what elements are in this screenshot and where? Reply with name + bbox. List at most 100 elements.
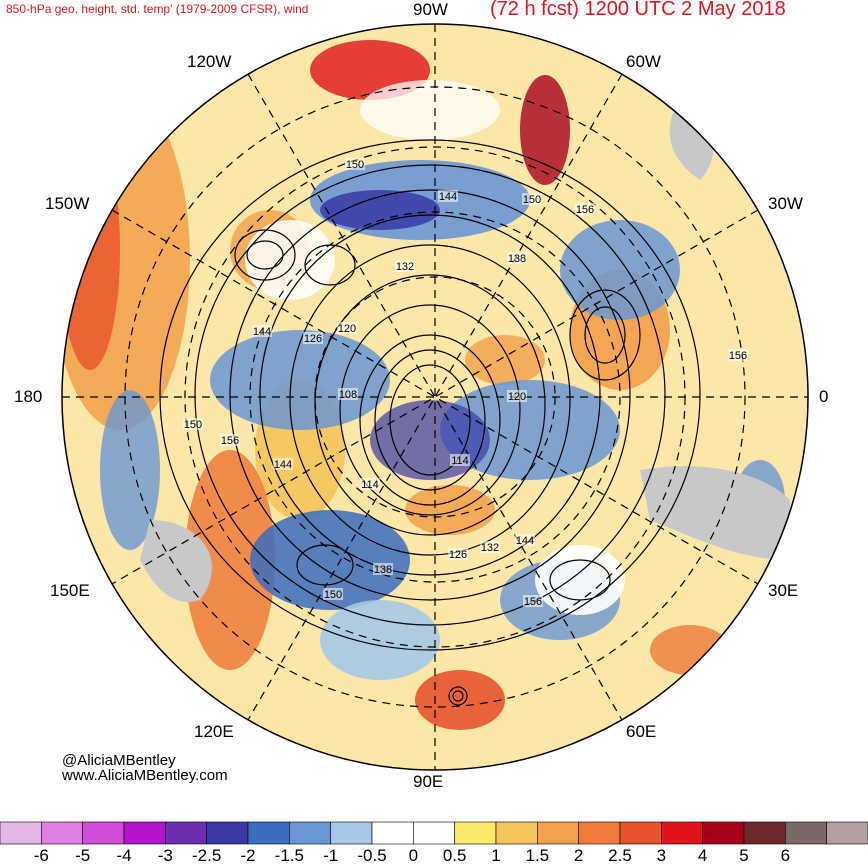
lon-label-90w: 90W (413, 0, 448, 19)
colorbar-tick-label: 3 (656, 846, 667, 865)
colorbar-swatch (165, 821, 207, 845)
contour-label: 156 (729, 350, 747, 362)
contour-label-bg (373, 563, 393, 575)
lon-label-150e: 150E (50, 581, 90, 600)
contour-label: 156 (524, 596, 542, 608)
colorbar-swatch (41, 821, 83, 845)
contour-label: 144 (439, 191, 457, 203)
colorbar-tick-label: 2 (573, 846, 584, 865)
colorbar-tick-label: -3 (157, 846, 173, 865)
contour-label-bg (507, 252, 527, 264)
colorbar-swatch (123, 821, 166, 845)
colorbar-swatch (537, 821, 579, 845)
colorbar-swatch (371, 821, 414, 845)
colorbar-tick-label: 0.5 (442, 846, 467, 865)
lon-label-120e: 120E (194, 722, 234, 741)
colorbar-tick-label: -5 (75, 846, 91, 865)
lon-label-30e: 30E (768, 581, 799, 600)
colorbar-tick-label: -2.5 (192, 846, 222, 865)
contour-label: 150 (184, 419, 202, 431)
colorbar-swatch (578, 821, 621, 845)
colorbar-swatch (661, 821, 703, 845)
colorbar-tick-label: 1 (491, 846, 501, 865)
contour-label: 156 (576, 204, 594, 216)
colorbar-swatch (206, 821, 249, 845)
lon-label-90e: 90E (413, 772, 444, 791)
colorbar-tick-label: 1.5 (525, 846, 550, 865)
contour-label: 132 (396, 261, 414, 273)
colorbar (0, 821, 868, 845)
contour-label-bg (220, 434, 240, 446)
contour-label-bg (252, 325, 272, 337)
colorbar-swatch (826, 821, 868, 845)
contour-label-bg (395, 260, 415, 272)
contour-label: 120 (508, 391, 526, 403)
colorbar-swatch (702, 821, 745, 845)
contour-labels: 150 144 150 156 138 132 144 126 120 108 120 150 156 1… (183, 158, 748, 608)
colorbar-tick-label: 4 (697, 846, 708, 865)
contour-label: 144 (516, 535, 534, 547)
lon-label-30w: 30W (768, 194, 803, 213)
contour-label-bg (728, 349, 748, 361)
graticule (62, 24, 808, 770)
height-contours (159, 139, 701, 706)
colorbar-tick-label: -4 (116, 846, 132, 865)
contour-label-bg (448, 548, 468, 560)
contour-label-bg (480, 541, 500, 553)
contour-label-bg (438, 190, 458, 202)
contour-label: 144 (253, 326, 271, 338)
contour-label-bg (183, 418, 203, 430)
polar-map: 150 144 150 156 138 132 144 126 120 108 120 150 156 1… (61, 23, 809, 771)
contour-label-bg (575, 203, 595, 215)
credit-handle: @AliciaMBentley (62, 752, 176, 769)
contour-label-bg (338, 388, 358, 400)
contour-label-bg (337, 322, 357, 334)
contour-label: 144 (274, 459, 292, 471)
colorbar-tick-label: -0.5 (357, 846, 387, 865)
contour-label: 156 (221, 435, 239, 447)
colorbar-tick-label: -2 (240, 846, 256, 865)
contour-label: 138 (374, 564, 392, 576)
colorbar-swatch (330, 821, 373, 845)
contour-label: 150 (346, 159, 364, 171)
colorbar-swatch (454, 821, 497, 845)
contour-label-bg (507, 390, 527, 402)
lon-label-120w: 120W (187, 52, 232, 71)
colorbar-tick-label: 2.5 (608, 846, 632, 865)
forecast-time: (72 h fcst) 1200 UTC 2 May 2018 (490, 0, 786, 20)
map-boundary (61, 23, 809, 771)
contour-label-bg (515, 534, 535, 546)
contour-label: 150 (523, 194, 541, 206)
contour-label: 126 (449, 549, 467, 561)
credit-website: www.AliciaMBentley.com (62, 767, 228, 784)
contour-label: 138 (508, 253, 526, 265)
contour-label-bg (450, 454, 470, 466)
contour-label-bg (345, 158, 365, 170)
contour-label: 150 (324, 589, 342, 601)
lon-label-0: 0 (819, 387, 829, 406)
lon-label-60w: 60W (626, 52, 661, 71)
colorbar-swatch (289, 821, 331, 845)
colorbar-tick-label: 5 (739, 846, 749, 865)
contour-label: 108 (339, 389, 357, 401)
lon-label-180: 180 (14, 387, 43, 406)
contour-label-bg (273, 458, 293, 470)
contour-label-bg (522, 193, 542, 205)
contour-label: 114 (361, 479, 379, 491)
contour-label-bg (360, 478, 380, 490)
colorbar-tick-label: 0 (408, 846, 419, 865)
colorbar-tick-label: -6 (33, 846, 49, 865)
colorbar-swatch (785, 821, 827, 845)
colorbar-tick-label: -1 (323, 846, 339, 865)
colorbar-swatch (247, 821, 290, 845)
contour-label-bg (523, 595, 543, 607)
lon-label-150w: 150W (45, 194, 90, 213)
colorbar-swatch (0, 821, 42, 845)
contour-label-bg (303, 332, 323, 344)
contour-label-bg (323, 588, 343, 600)
contour-label: 132 (481, 542, 499, 554)
colorbar-swatch (743, 821, 786, 845)
contour-label: 114 (451, 455, 469, 467)
colorbar-swatch (619, 821, 662, 845)
colorbar-swatch (413, 821, 455, 845)
